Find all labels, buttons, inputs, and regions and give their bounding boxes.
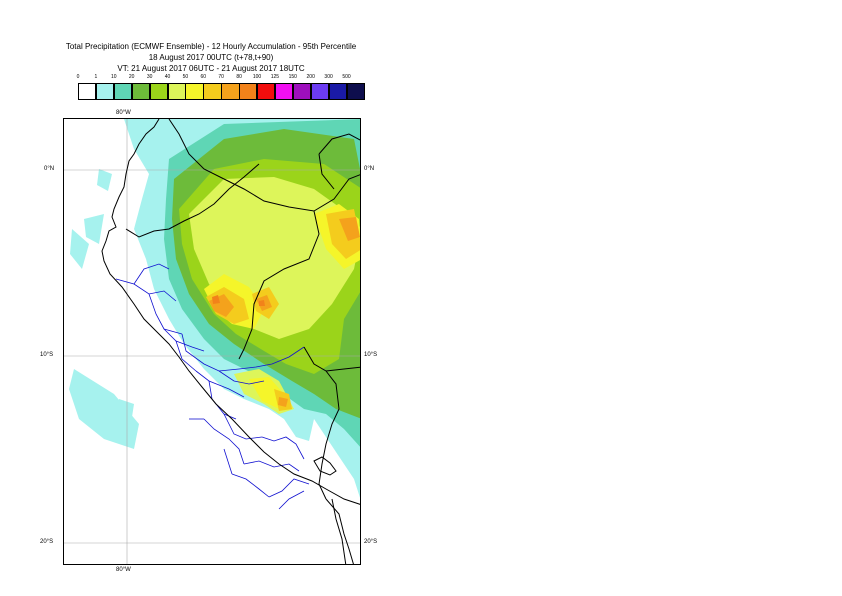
precip-band-ocean-4	[116, 399, 134, 417]
legend-color-box	[149, 83, 168, 100]
legend-color-box	[131, 83, 151, 100]
lat-label-right-10s: 10°S	[364, 352, 378, 358]
lon-label-bottom: 80°W	[116, 567, 131, 573]
legend-tick-label: 0	[76, 74, 80, 80]
map-frame: 80°W	[63, 118, 361, 565]
ecuador-peru-border	[125, 163, 260, 238]
legend-color-box	[221, 83, 240, 100]
lat-label-left-10s: 10°S	[40, 352, 54, 358]
legend-color-box	[239, 83, 258, 100]
legend-color-box	[167, 83, 186, 100]
lat-label-right-20s: 20°S	[364, 539, 378, 545]
chile-border	[325, 498, 354, 564]
legend-tick-label: 150	[288, 74, 297, 80]
peru-bolivia-border	[303, 346, 340, 500]
admin-boundaries	[115, 263, 310, 510]
precip-band-ocean-1	[84, 214, 104, 244]
colombia-border	[168, 119, 360, 212]
legend-color-box	[185, 83, 204, 100]
precipitation-field	[69, 119, 360, 498]
legend-color-box	[257, 83, 276, 100]
legend-color-box	[203, 83, 222, 100]
legend-tick-label: 30	[146, 74, 153, 80]
lon-label-top: 80°W	[116, 110, 131, 116]
legend-tick-label: 10	[111, 74, 117, 80]
lat-label-right-0: 0°N	[364, 166, 375, 172]
legend-tick-label: 60	[200, 74, 207, 80]
precipitation-map	[64, 119, 360, 564]
border-upper	[318, 153, 335, 190]
lake-titicaca	[313, 456, 337, 476]
chile-coast-south	[331, 498, 347, 564]
peru-brazil-border	[238, 210, 320, 360]
precip-band-80-100-b	[259, 300, 265, 306]
legend-tick-label: 40	[164, 74, 171, 80]
precip-band-ocean-3	[69, 369, 139, 449]
brazil-bolivia-border	[325, 366, 360, 372]
coast-line	[101, 119, 360, 505]
lat-label-left-20s: 20°S	[40, 539, 54, 545]
legend-tick-label: 1	[94, 74, 98, 80]
precip-band-ocean-2	[70, 229, 89, 269]
legend-color-box	[328, 83, 347, 100]
legend-tick-label: 200	[306, 74, 315, 80]
run-time: 18 August 2017 00UTC (t+78,t+90)	[148, 53, 274, 62]
legend-color-box	[113, 83, 133, 100]
precip-band-ocean-5	[97, 169, 112, 191]
valid-time: VT: 21 August 2017 06UTC - 21 August 201…	[117, 64, 305, 73]
graticule	[64, 119, 360, 564]
border-north-east	[318, 133, 360, 155]
legend-color-box	[292, 83, 312, 100]
legend-color-box	[95, 83, 115, 100]
legend-tick-label: 500	[342, 74, 351, 80]
map-title: Total Precipitation (ECMWF Ensemble) - 1…	[65, 42, 357, 51]
legend-tick-label: 80	[236, 74, 242, 80]
legend-color-box	[274, 83, 294, 100]
legend-tick-label: 125	[270, 74, 280, 80]
legend-tick-label: 300	[324, 74, 333, 80]
legend-tick-label: 100	[252, 74, 262, 80]
legend-tick-label: 20	[128, 74, 135, 80]
legend-color-box	[78, 83, 97, 100]
legend-color-box	[310, 83, 330, 100]
precip-band-70-80-south	[278, 397, 288, 407]
precip-band-70-80-east	[339, 217, 360, 241]
precip-band-50-60-south	[249, 377, 284, 409]
legend-color-box	[346, 83, 365, 100]
coastline	[101, 119, 360, 564]
legend-tick-label: 50	[182, 74, 189, 80]
legend-tick-label: 70	[218, 74, 224, 80]
lat-label-left-0: 0°N	[44, 166, 55, 172]
precip-band-80-100	[212, 295, 220, 304]
